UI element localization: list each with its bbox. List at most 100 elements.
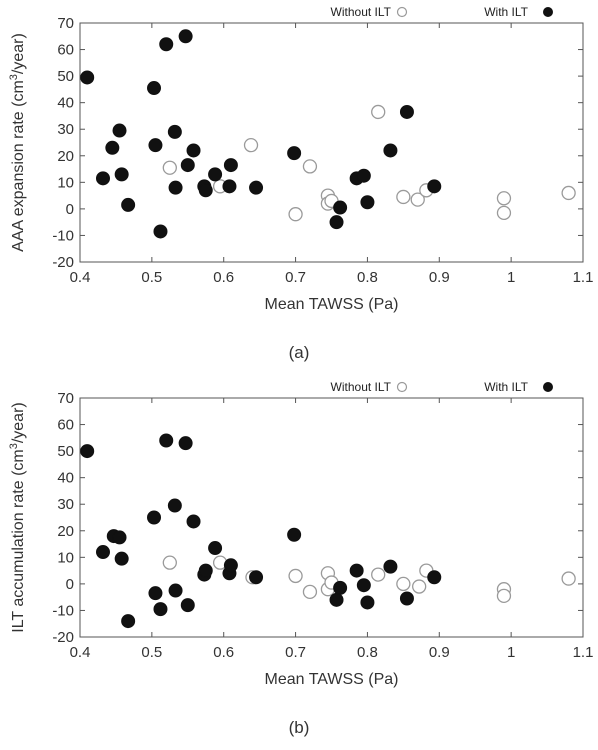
legend-marker-0 (396, 381, 408, 393)
data-point-with-ilt (333, 200, 348, 215)
data-point-with-ilt (167, 124, 182, 139)
data-point-with-ilt (180, 598, 195, 613)
scatter-chart-b: 0.4 0.5 0.6 0.7 0.8 0.9 1 1.1 -20 -10 0 10 20 30 40 50 6… (8, 380, 594, 688)
legend-marker-0 (396, 6, 408, 18)
data-point-with-ilt (80, 70, 95, 85)
data-point-with-ilt (153, 224, 168, 239)
x-tick-label: 0.9 (429, 644, 450, 661)
data-point-with-ilt (186, 514, 201, 529)
legend-marker-1 (543, 7, 553, 17)
data-point-without-ilt (162, 555, 177, 570)
series-1 (80, 433, 442, 629)
data-point-with-ilt (186, 143, 201, 158)
data-point-with-ilt (208, 541, 223, 556)
data-point-without-ilt (496, 588, 512, 603)
y-tick-label: 60 (57, 417, 74, 434)
data-point-with-ilt (223, 158, 238, 173)
data-point-with-ilt (329, 215, 344, 230)
data-point-with-ilt (147, 81, 162, 96)
legend-label-0: Without ILT (331, 5, 392, 19)
data-point-without-ilt (371, 567, 386, 582)
x-tick-label: 0.4 (70, 269, 91, 286)
data-point-with-ilt (349, 563, 364, 578)
data-point-with-ilt (178, 29, 193, 44)
data-point-with-ilt (287, 527, 302, 542)
data-point-with-ilt (105, 140, 120, 155)
legend-label-1: With ILT (484, 380, 528, 394)
data-point-without-ilt (412, 579, 427, 594)
x-tick-label: 0.8 (357, 269, 378, 286)
data-point-with-ilt (427, 570, 442, 585)
data-point-with-ilt (159, 37, 174, 52)
data-point-with-ilt (208, 167, 223, 182)
y-tick-label: 20 (57, 148, 74, 165)
x-tick-label: 1 (507, 269, 515, 286)
y-tick-label: 0 (66, 576, 74, 593)
data-point-with-ilt (180, 158, 195, 173)
data-point-with-ilt (356, 168, 371, 183)
y-axis-title-main: AAA expansion rate (cm (10, 80, 27, 252)
y-axis-title-end: /year) (10, 402, 27, 443)
data-point-with-ilt (80, 444, 95, 459)
data-point-with-ilt (356, 578, 371, 593)
data-point-with-ilt (148, 138, 163, 153)
x-tick-label: 0.6 (213, 269, 234, 286)
y-tick-label: 60 (57, 42, 74, 59)
x-tick-label: 0.8 (357, 644, 378, 661)
y-tick-label: 40 (57, 470, 74, 487)
y-tick-label: -20 (52, 254, 74, 271)
data-point-with-ilt (167, 498, 182, 513)
x-tick-label: 0.6 (213, 644, 234, 661)
data-point-with-ilt (114, 551, 129, 566)
data-point-with-ilt (112, 123, 127, 138)
data-point-with-ilt (147, 510, 162, 525)
data-point-with-ilt (223, 558, 238, 573)
x-tick-label: 0.5 (141, 644, 162, 661)
data-point-with-ilt (249, 180, 264, 195)
data-point-without-ilt (410, 192, 425, 207)
y-axis-title-superscript: 3 (8, 74, 20, 80)
data-point-with-ilt (168, 583, 183, 598)
data-point-with-ilt (112, 530, 127, 545)
data-point-with-ilt (148, 586, 163, 601)
y-tick-label: -10 (52, 602, 74, 619)
data-point-without-ilt (561, 571, 576, 586)
data-point-with-ilt (153, 602, 168, 617)
data-point-without-ilt (396, 576, 411, 592)
y-tick-label: 10 (57, 549, 74, 566)
data-point-with-ilt (287, 146, 302, 161)
y-tick-label: 70 (57, 15, 74, 32)
x-tick-label: 1.1 (573, 644, 594, 661)
y-tick-label: 70 (57, 390, 74, 407)
panel-b: 0.4 0.5 0.6 0.7 0.8 0.9 1 1.1 -20 -10 0 10 20 30 40 50 6… (0, 375, 598, 750)
data-point-with-ilt (121, 614, 136, 629)
data-point-without-ilt (561, 185, 576, 201)
data-point-with-ilt (198, 183, 213, 198)
y-tick-label: -10 (52, 227, 74, 244)
caption-b: (b) (288, 718, 310, 737)
x-tick-label: 0.7 (285, 269, 306, 286)
panel-a: 0.4 0.5 0.6 0.7 0.8 0.9 1 1.1 -20 -10 0 10 20 30 40 50 6… (8, 5, 593, 362)
data-point-with-ilt (360, 195, 375, 210)
x-axis-title: Mean TAWSS (Pa) (265, 296, 399, 313)
data-point-with-ilt (329, 592, 344, 607)
x-axis-title: Mean TAWSS (Pa) (265, 671, 399, 688)
data-point-with-ilt (198, 563, 213, 578)
legend-label-1: With ILT (484, 5, 528, 19)
data-point-with-ilt (383, 143, 398, 158)
y-tick-label: 30 (57, 496, 74, 513)
data-point-with-ilt (95, 545, 110, 560)
y-axis-title-superscript: 3 (8, 443, 20, 449)
x-tick-label: 1 (507, 644, 515, 661)
legend-marker-1 (543, 382, 553, 392)
plot-frame (79, 22, 584, 263)
data-point-without-ilt (162, 160, 177, 175)
data-point-without-ilt (496, 205, 512, 221)
x-tick-label: 0.9 (429, 269, 450, 286)
data-point-with-ilt (159, 433, 174, 448)
data-point-without-ilt (288, 568, 303, 584)
legend-label-0: Without ILT (331, 380, 392, 394)
y-tick-label: 40 (57, 95, 74, 112)
x-tick-label: 0.7 (285, 644, 306, 661)
y-axis-title-main: ILT accumulation rate (cm (10, 449, 27, 632)
